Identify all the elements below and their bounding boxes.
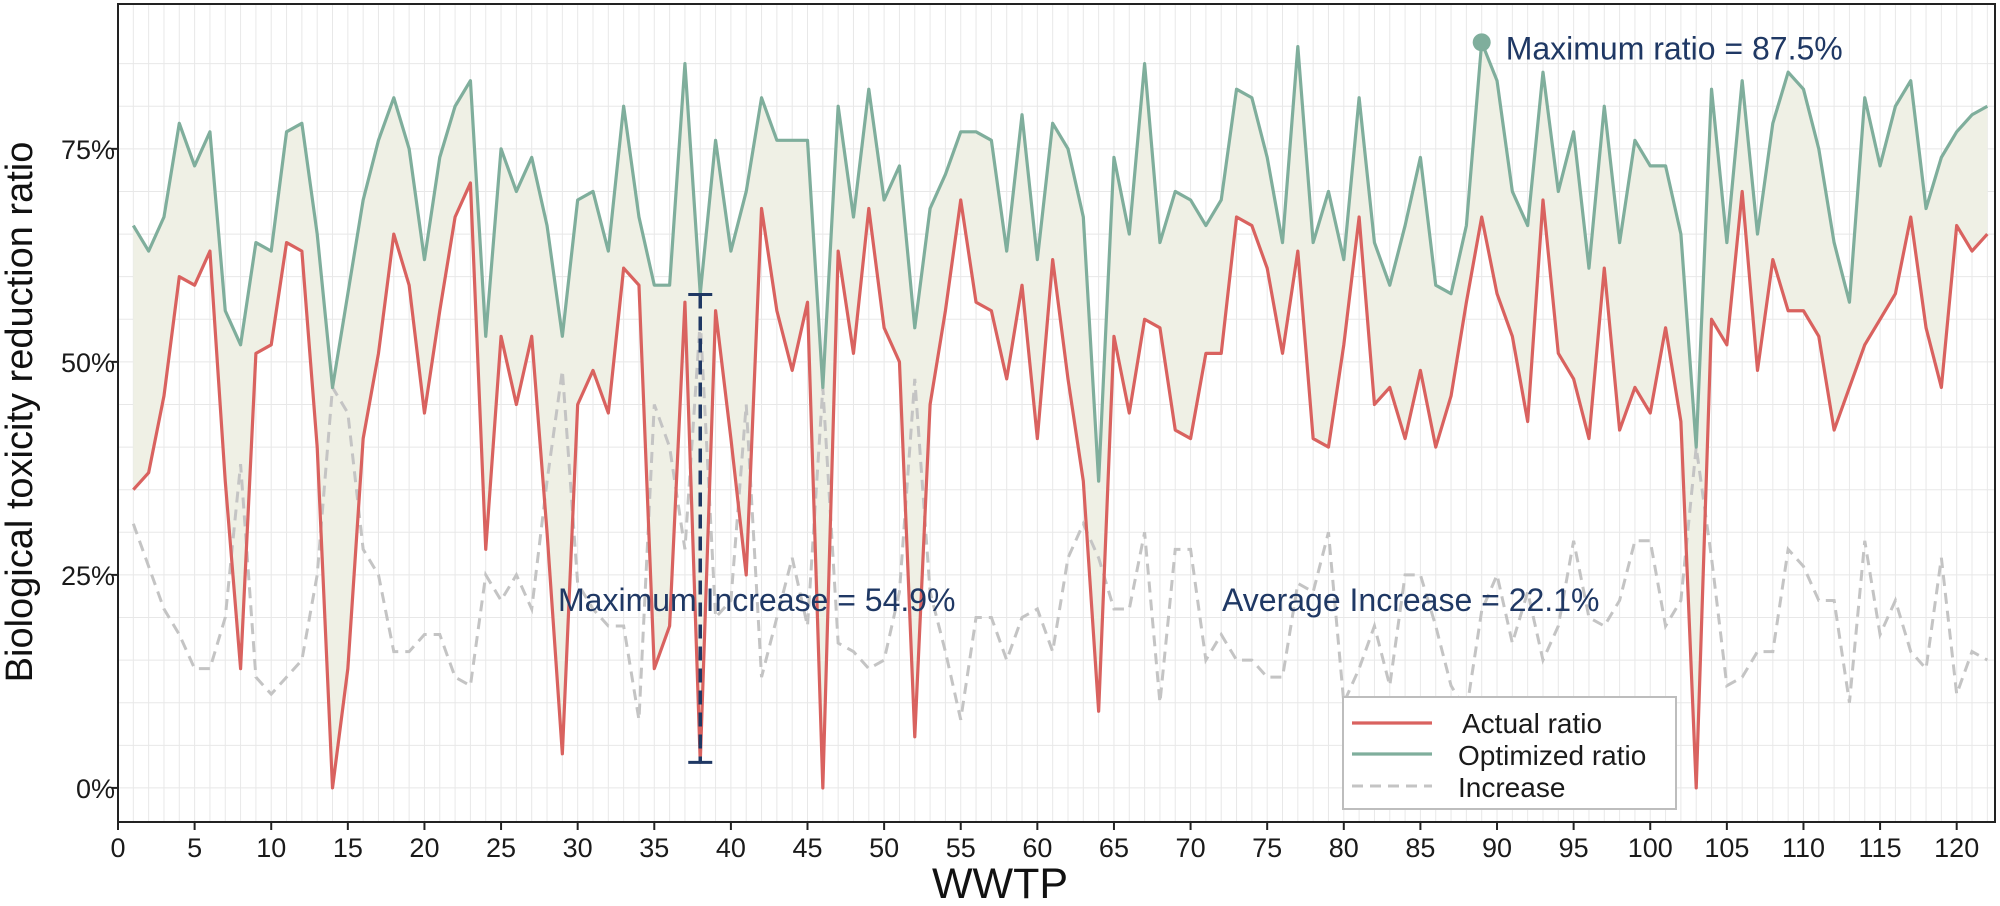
x-tick-label: 35: [639, 833, 669, 863]
x-tick-label: 60: [1022, 833, 1052, 863]
legend-optimized-label: Optimized ratio: [1458, 740, 1646, 771]
x-tick-label: 90: [1482, 833, 1512, 863]
x-tick-label: 20: [409, 833, 439, 863]
x-tick-label: 5: [187, 833, 202, 863]
optimized-ratio-line: [131, 40, 1989, 483]
ratio-gap-fill: [133, 42, 1988, 788]
x-tick-label: 45: [792, 833, 822, 863]
x-tick-label: 10: [256, 833, 286, 863]
legend-increase-label: Increase: [1458, 772, 1565, 803]
x-tick-label: 115: [1859, 833, 1902, 863]
x-tick-label: 50: [869, 833, 899, 863]
max-ratio-marker: [1472, 33, 1491, 52]
x-axis-ticks: 0 5 10 15 20 25 30 35 40 45 50 55 60 65 70 75 80 85 90 95 10…: [110, 822, 1979, 863]
x-tick-label: 120: [1934, 833, 1979, 863]
x-tick-label: 65: [1099, 833, 1129, 863]
y-tick-label: 75%: [61, 135, 115, 165]
x-tick-label: 0: [110, 833, 125, 863]
x-axis-title: WWTP: [932, 860, 1068, 906]
y-tick-label: 25%: [61, 561, 115, 591]
x-tick-label: 80: [1329, 833, 1359, 863]
max-increase-annotation: Maximum Increase = 54.9%: [558, 582, 956, 618]
increase-line: [131, 320, 1989, 721]
y-tick-label: 50%: [61, 348, 115, 378]
y-axis-ticks: 0% 25% 50% 75%: [61, 135, 118, 804]
x-tick-label: 30: [563, 833, 593, 863]
x-tick-label: 70: [1176, 833, 1206, 863]
x-tick-label: 85: [1405, 833, 1435, 863]
plot-border: [117, 3, 1996, 823]
average-increase-annotation: Average Increase = 22.1%: [1222, 582, 1599, 618]
y-tick-label: 0%: [76, 774, 115, 804]
x-tick-label: 55: [946, 833, 976, 863]
max-ratio-annotation: Maximum ratio = 87.5%: [1506, 30, 1843, 66]
x-tick-label: 100: [1628, 833, 1673, 863]
y-axis-title: Biological toxicity reduction ratio: [0, 142, 41, 683]
x-tick-label: 15: [333, 833, 363, 863]
x-tick-label: 40: [716, 833, 746, 863]
x-tick-label: 110: [1782, 833, 1825, 863]
max-increase-marker: [688, 293, 713, 764]
legend: Actual ratio Optimized ratio Increase: [1342, 696, 1677, 810]
x-tick-label: 75: [1252, 833, 1282, 863]
x-tick-label: 105: [1704, 833, 1749, 863]
actual-ratio-line: [132, 181, 1989, 790]
x-tick-label: 25: [486, 833, 516, 863]
legend-actual-label: Actual ratio: [1462, 708, 1602, 739]
x-tick-label: 95: [1559, 833, 1589, 863]
